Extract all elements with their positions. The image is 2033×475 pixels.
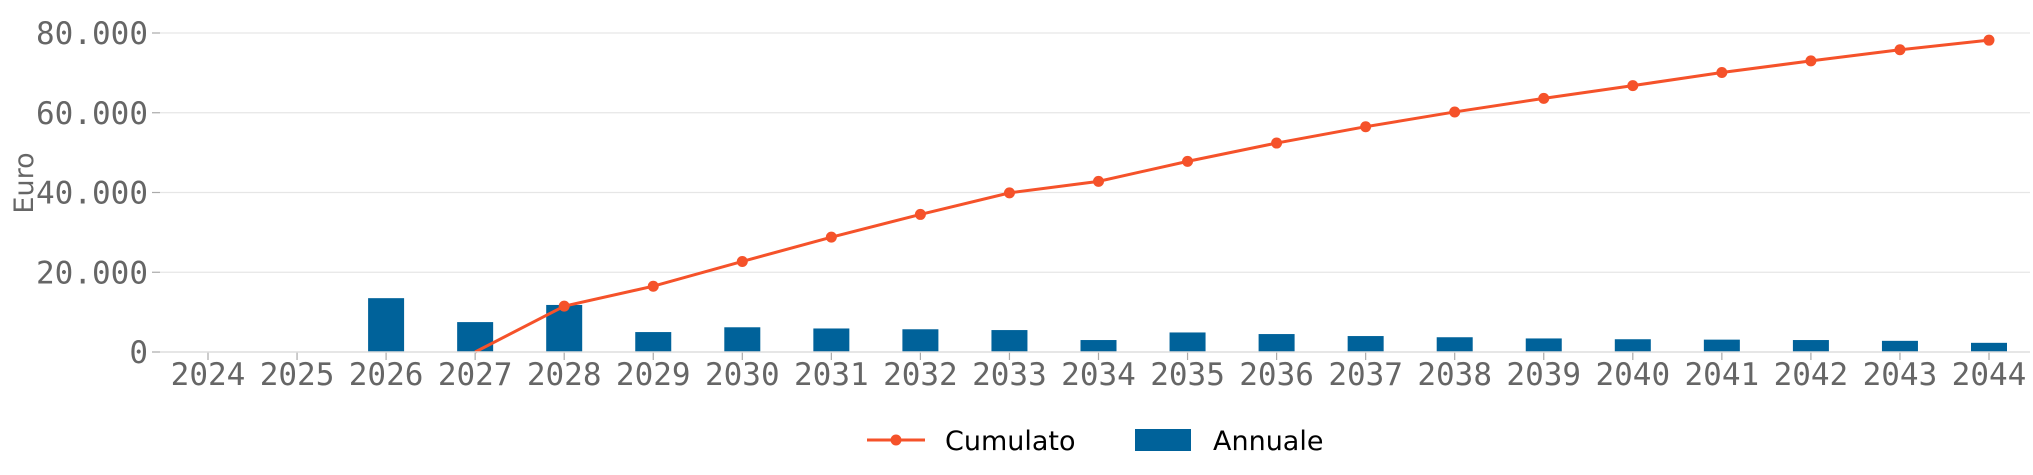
point-cumulato xyxy=(1894,44,1906,56)
x-tick-label: 2042 xyxy=(1774,357,1849,393)
bar-annuale xyxy=(457,322,494,352)
y-tick-label: 0 xyxy=(129,335,148,371)
bar-annuale xyxy=(902,329,939,352)
y-tick-label: 60.000 xyxy=(36,96,148,132)
line-cumulato xyxy=(474,34,1995,354)
point-cumulato xyxy=(825,231,837,243)
bar-annuale xyxy=(635,332,672,352)
point-cumulato xyxy=(914,208,926,220)
x-tick-label: 2034 xyxy=(1061,357,1136,393)
point-cumulato xyxy=(1983,34,1995,46)
x-tick-label: 2041 xyxy=(1685,357,1760,393)
legend-annuale-swatch xyxy=(1135,429,1191,451)
y-axis-title: Euro xyxy=(9,152,40,213)
y-tick-label: 80.000 xyxy=(36,16,148,52)
bar-annuale xyxy=(1881,340,1918,352)
point-cumulato xyxy=(736,255,748,267)
x-tick-label: 2039 xyxy=(1506,357,1581,393)
point-cumulato xyxy=(1182,155,1194,167)
series-line-cumulato xyxy=(474,38,1990,354)
bar-annuale xyxy=(1169,332,1206,352)
legend-cumulato-label: Cumulato xyxy=(945,426,1076,457)
point-cumulato xyxy=(1093,175,1104,187)
bar-annuale xyxy=(1258,334,1295,352)
y-tick-label: 20.000 xyxy=(36,255,148,291)
x-tick-label: 2033 xyxy=(972,357,1047,393)
point-cumulato xyxy=(1003,187,1015,199)
legend-annuale-label: Annuale xyxy=(1213,426,1323,457)
x-tick-label: 2036 xyxy=(1239,357,1314,393)
x-tick-label: 2040 xyxy=(1595,357,1670,393)
bar-annuale xyxy=(1614,339,1651,352)
point-cumulato xyxy=(1805,55,1817,67)
x-tick-label: 2043 xyxy=(1863,357,1938,393)
bar-annuale xyxy=(1792,340,1829,352)
x-tick-label: 2027 xyxy=(438,357,513,393)
point-cumulato xyxy=(1627,80,1639,92)
bar-annuale xyxy=(1703,339,1740,352)
bar-annuale xyxy=(1525,338,1562,352)
x-tick-label: 2025 xyxy=(260,357,335,393)
point-cumulato xyxy=(1271,137,1283,149)
x-axis-ticks: 2024 2025 2026 2027 2028 2029 2030 2031 2032 2033… xyxy=(171,352,2027,393)
x-tick-label: 2029 xyxy=(616,357,691,393)
bar-annuale xyxy=(1347,336,1384,352)
bars-annuale xyxy=(368,298,2007,352)
grid-lines xyxy=(160,32,2030,273)
bar-annuale xyxy=(813,328,850,352)
x-tick-label: 2037 xyxy=(1328,357,1403,393)
x-tick-label: 2028 xyxy=(527,357,602,393)
y-axis-ticks: 0 20.000 40.000 60.000 80.000 xyxy=(36,16,160,371)
x-tick-label: 2024 xyxy=(171,357,246,393)
x-tick-label: 2026 xyxy=(349,357,424,393)
bar-annuale xyxy=(724,327,761,352)
legend-cumulato-marker xyxy=(890,434,902,446)
bar-annuale xyxy=(368,298,405,352)
point-cumulato xyxy=(1360,121,1372,133)
bar-annuale xyxy=(1971,342,2007,352)
x-tick-label: 2044 xyxy=(1952,357,2027,393)
point-cumulato xyxy=(1538,92,1550,104)
x-tick-label: 2035 xyxy=(1150,357,1225,393)
point-cumulato xyxy=(647,280,659,292)
y-tick-label: 40.000 xyxy=(36,176,148,212)
point-cumulato xyxy=(1716,66,1728,78)
bar-annuale xyxy=(991,330,1028,352)
bar-annuale xyxy=(1436,337,1473,352)
bar-annuale xyxy=(1080,340,1117,352)
legend: Cumulato Annuale xyxy=(867,426,1323,457)
x-tick-label: 2032 xyxy=(883,357,958,393)
x-tick-label: 2038 xyxy=(1417,357,1492,393)
point-cumulato xyxy=(558,300,570,312)
x-tick-label: 2031 xyxy=(794,357,869,393)
x-tick-label: 2030 xyxy=(705,357,780,393)
point-cumulato xyxy=(1449,106,1461,118)
